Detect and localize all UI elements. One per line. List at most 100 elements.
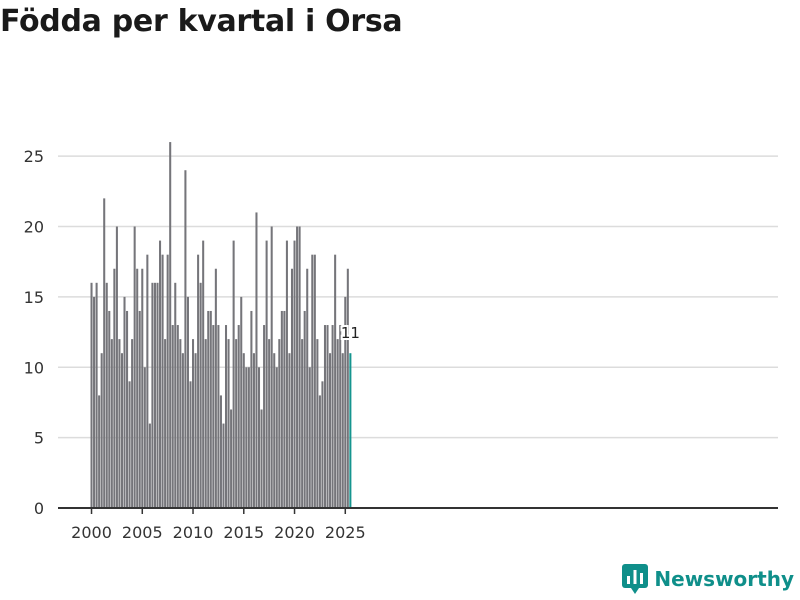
bar bbox=[285, 240, 288, 508]
bar bbox=[293, 240, 296, 508]
bar bbox=[301, 339, 304, 508]
bar bbox=[169, 142, 172, 508]
bar bbox=[308, 367, 311, 508]
bar bbox=[108, 310, 111, 508]
bar bbox=[298, 226, 301, 508]
bar bbox=[166, 254, 169, 508]
bar bbox=[331, 325, 334, 508]
bar bbox=[303, 310, 306, 508]
bar bbox=[105, 282, 108, 508]
bar bbox=[290, 268, 294, 508]
bar bbox=[207, 310, 210, 508]
bar bbox=[131, 339, 134, 508]
bar bbox=[133, 226, 136, 508]
bar bbox=[209, 310, 212, 508]
bar bbox=[242, 353, 245, 508]
bar bbox=[219, 395, 222, 508]
bar bbox=[311, 254, 314, 508]
chart-title: Födda per kvartal i Orsa bbox=[0, 4, 403, 39]
newsworthy-logo[interactable]: Newsworthy bbox=[622, 564, 794, 594]
x-tick-label: 2015 bbox=[223, 523, 264, 542]
bar-highlight bbox=[349, 353, 352, 508]
y-tick-label: 5 bbox=[34, 429, 44, 448]
x-tick-label: 2025 bbox=[325, 523, 366, 542]
bar bbox=[204, 339, 207, 508]
bar bbox=[296, 226, 299, 508]
x-tick-label: 2000 bbox=[71, 523, 112, 542]
bar bbox=[95, 282, 98, 508]
bar bbox=[235, 339, 238, 508]
bar bbox=[222, 423, 225, 508]
newsworthy-icon bbox=[622, 564, 649, 594]
bar bbox=[318, 395, 321, 508]
x-tick-label: 2005 bbox=[122, 523, 163, 542]
bar bbox=[199, 282, 202, 508]
bar bbox=[288, 353, 291, 508]
bar bbox=[138, 310, 141, 508]
x-tick-label: 2020 bbox=[274, 523, 315, 542]
bar bbox=[230, 409, 233, 508]
y-tick-label: 20 bbox=[24, 218, 44, 237]
bar bbox=[146, 254, 149, 508]
bar bbox=[278, 339, 281, 508]
y-axis: 0 5 10 15 20 25 bbox=[24, 147, 44, 518]
bar bbox=[136, 268, 139, 508]
bar bbox=[232, 240, 235, 508]
bar bbox=[313, 254, 316, 508]
bar bbox=[98, 395, 101, 508]
bar bbox=[265, 240, 268, 508]
bar bbox=[151, 282, 154, 508]
bar bbox=[224, 325, 228, 508]
y-tick-label: 10 bbox=[24, 358, 44, 377]
bar bbox=[179, 339, 182, 508]
bar bbox=[237, 325, 240, 508]
bar bbox=[275, 367, 278, 508]
bar bbox=[217, 325, 220, 508]
bar bbox=[306, 268, 309, 508]
bar bbox=[123, 296, 126, 508]
bar bbox=[247, 367, 250, 508]
bar bbox=[159, 240, 162, 508]
bar bbox=[148, 423, 151, 508]
bar bbox=[113, 268, 116, 508]
bar bbox=[280, 310, 283, 508]
bar bbox=[194, 353, 197, 508]
bar bbox=[156, 282, 159, 508]
bar bbox=[339, 325, 342, 508]
annotations: 11 bbox=[339, 322, 362, 344]
bar bbox=[192, 339, 195, 508]
brand-name: Newsworthy bbox=[654, 567, 794, 591]
bar bbox=[273, 353, 276, 508]
bar bbox=[321, 381, 324, 508]
bar bbox=[245, 367, 248, 508]
bar bbox=[186, 296, 189, 508]
bar bbox=[283, 310, 286, 508]
x-axis: 2000 2005 2010 2015 2020 2025 bbox=[58, 507, 778, 542]
bar bbox=[329, 353, 332, 508]
bar bbox=[174, 282, 177, 508]
bar bbox=[197, 254, 200, 508]
bar bbox=[90, 282, 93, 508]
bar bbox=[334, 254, 337, 508]
bar bbox=[240, 296, 243, 508]
bar bbox=[115, 226, 118, 508]
bar bbox=[161, 254, 164, 508]
bar bbox=[326, 325, 329, 508]
bar bbox=[202, 240, 205, 508]
bar bbox=[255, 212, 258, 508]
y-tick-label: 15 bbox=[24, 288, 44, 307]
bar bbox=[316, 339, 319, 508]
bar bbox=[341, 353, 344, 508]
bar bbox=[120, 353, 123, 508]
x-tick-label: 2010 bbox=[173, 523, 214, 542]
bar bbox=[252, 353, 255, 508]
bar bbox=[118, 339, 121, 508]
bar bbox=[141, 268, 144, 508]
bar bbox=[336, 339, 339, 508]
bar bbox=[257, 367, 261, 508]
bar bbox=[126, 310, 129, 508]
bar bbox=[143, 367, 146, 508]
bar bbox=[171, 325, 174, 508]
bar bbox=[189, 381, 192, 508]
